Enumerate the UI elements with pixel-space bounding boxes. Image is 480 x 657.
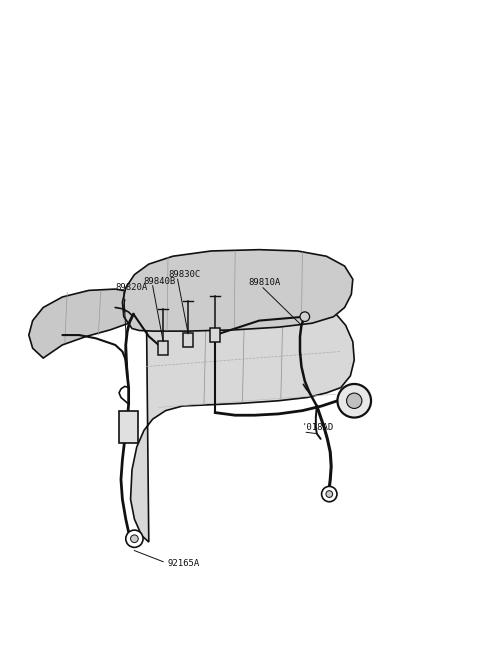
Circle shape xyxy=(347,393,362,409)
Circle shape xyxy=(126,530,143,547)
Text: 89830C: 89830C xyxy=(168,270,200,279)
Bar xyxy=(210,328,220,342)
Polygon shape xyxy=(122,250,353,331)
Text: '018AD: '018AD xyxy=(301,422,334,432)
Text: 89840B: 89840B xyxy=(143,277,175,286)
Circle shape xyxy=(326,491,333,497)
Circle shape xyxy=(300,312,310,321)
Circle shape xyxy=(131,535,138,543)
Text: 89820A: 89820A xyxy=(115,283,147,292)
Polygon shape xyxy=(131,296,354,542)
Bar xyxy=(119,411,138,443)
Text: 92165A: 92165A xyxy=(168,559,200,568)
Text: 89810A: 89810A xyxy=(249,278,281,287)
Polygon shape xyxy=(29,289,143,358)
Circle shape xyxy=(337,384,371,418)
Bar xyxy=(183,333,193,348)
Circle shape xyxy=(322,486,337,502)
Bar xyxy=(158,341,168,355)
